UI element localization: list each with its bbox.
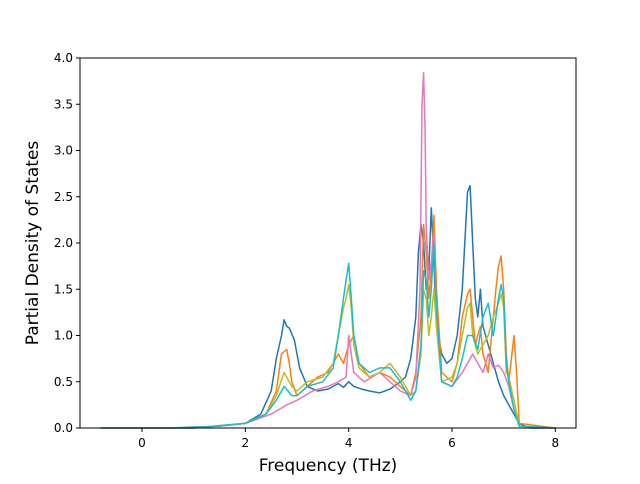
y-tick-label: 1.5 <box>54 282 73 296</box>
series-line-5 <box>100 242 556 429</box>
x-tick-label: 0 <box>138 436 146 450</box>
series-line-2 <box>100 214 556 429</box>
y-tick-label: 3.0 <box>54 144 73 158</box>
x-tick-label: 2 <box>242 436 250 450</box>
x-axis-label: Frequency (THz) <box>259 456 398 476</box>
y-tick-label: 2.0 <box>54 236 73 250</box>
y-axis-label: Partial Density of States <box>23 141 43 346</box>
y-axis: 0.0 0.5 1.0 1.5 2.0 2.5 3.0 3.5 4.0 <box>54 51 80 435</box>
y-tick-label: 2.5 <box>54 190 73 204</box>
y-tick-label: 3.5 <box>54 97 73 111</box>
series-line-1 <box>100 184 556 429</box>
x-tick-label: 8 <box>552 436 560 450</box>
series-line-3 <box>100 72 556 429</box>
x-tick-label: 6 <box>448 436 456 450</box>
y-tick-label: 4.0 <box>54 51 73 65</box>
y-tick-label: 1.0 <box>54 329 73 343</box>
x-tick-label: 4 <box>345 436 353 450</box>
series-layer <box>100 72 556 429</box>
y-tick-label: 0.0 <box>54 421 73 435</box>
x-axis: 0 2 4 6 8 <box>138 428 559 450</box>
y-tick-label: 0.5 <box>54 375 73 389</box>
